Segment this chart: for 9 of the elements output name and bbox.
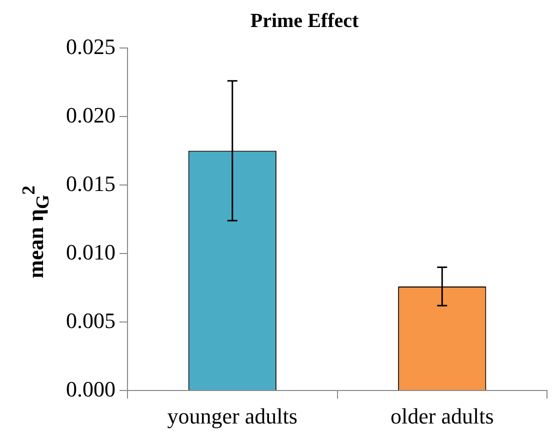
y-tick-label: 0.000 (66, 376, 116, 402)
x-tick-label: younger adults (167, 404, 298, 429)
x-tick-label: older adults (390, 404, 494, 429)
y-tick-label: 0.025 (66, 34, 116, 59)
y-tick-label: 0.020 (66, 102, 116, 128)
y-tick-label: 0.005 (66, 308, 116, 333)
y-tick-label: 0.015 (66, 170, 116, 196)
chart-title: Prime Effect (250, 10, 359, 32)
y-tick-label: 0.010 (66, 239, 116, 264)
